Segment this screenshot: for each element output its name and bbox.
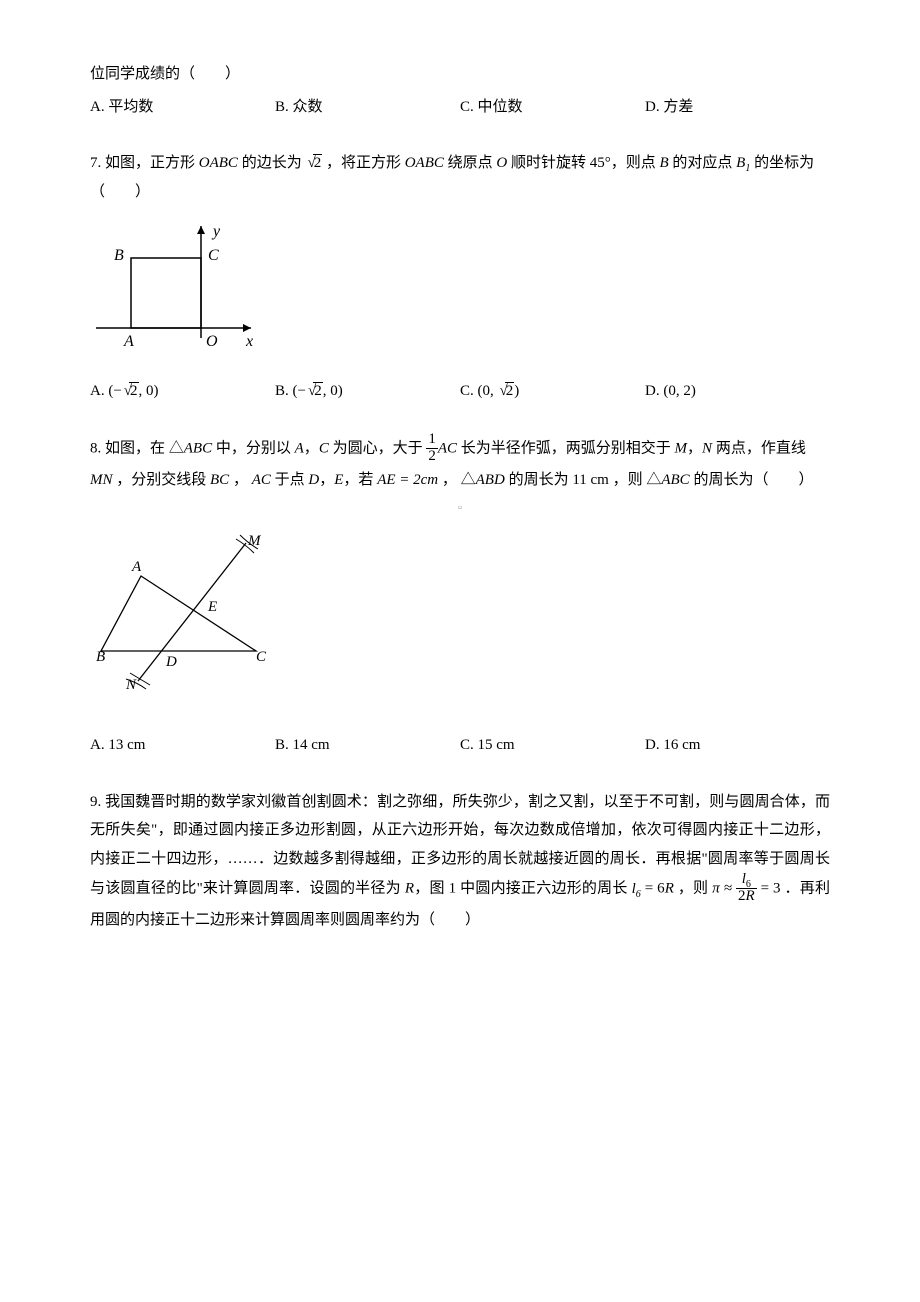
q6-options: A. 平均数 B. 众数 C. 中位数 D. 方差 <box>90 93 830 122</box>
q8-block: 8. 如图，在 △ABC 中，分别以 A，C 为圆心，大于 12AC 长为半径作… <box>90 433 830 760</box>
q7-option-c: C. (0, 2) <box>460 377 645 406</box>
page-center-marker: ▫ <box>90 498 830 519</box>
q8-option-d: D. 16 cm <box>645 731 830 760</box>
fraction: l62R <box>736 872 757 905</box>
q6-block: 位同学成绩的（ ） A. 平均数 B. 众数 C. 中位数 D. 方差 <box>90 60 830 121</box>
fraction: 12 <box>426 432 438 465</box>
q6-option-b: B. 众数 <box>275 93 460 122</box>
q7-option-a: A. (−2, 0) <box>90 377 275 406</box>
q7-option-d: D. (0, 2) <box>645 377 830 406</box>
q8-figure: M A E B D C N <box>96 531 830 702</box>
q8-option-a: A. 13 cm <box>90 731 275 760</box>
pt-m: M <box>247 533 262 549</box>
pt-n: N <box>125 677 137 691</box>
q7-options: A. (−2, 0) B. (−2, 0) C. (0, 2) D. (0, 2… <box>90 377 830 406</box>
q6-option-c: C. 中位数 <box>460 93 645 122</box>
pt-c-label: C <box>208 247 219 264</box>
q8-stem: 8. 如图，在 △ABC 中，分别以 A，C 为圆心，大于 12AC 长为半径作… <box>90 433 830 494</box>
q8-svg: M A E B D C N <box>96 531 286 691</box>
axis-x-label: x <box>245 333 253 350</box>
q6-option-d: D. 方差 <box>645 93 830 122</box>
q7-option-b: B. (−2, 0) <box>275 377 460 406</box>
axis-y-label: y <box>211 223 221 240</box>
q9-stem: 9. 我国魏晋时期的数学家刘徽首创割圆术：割之弥细，所失弥少，割之又割，以至于不… <box>90 788 830 935</box>
sqrt-icon: 2 <box>122 377 139 406</box>
q7-stem: 7. 如图，正方形 OABC 的边长为 2 ，将正方形 OABC 绕原点 O 顺… <box>90 149 830 206</box>
q6-stem-tail: 位同学成绩的（ ） <box>90 60 830 89</box>
pt-a-label: A <box>123 333 134 350</box>
pt-b-label: B <box>114 247 124 264</box>
q7-svg: y x B C A O <box>96 218 261 358</box>
sqrt-icon: 2 <box>305 149 322 178</box>
sqrt-icon: 2 <box>498 377 515 406</box>
pt-d: D <box>165 654 177 670</box>
pt-c: C <box>256 649 267 665</box>
q8-options: A. 13 cm B. 14 cm C. 15 cm D. 16 cm <box>90 731 830 760</box>
q7-figure: y x B C A O <box>96 218 830 369</box>
q9-block: 9. 我国魏晋时期的数学家刘徽首创割圆术：割之弥细，所失弥少，割之又割，以至于不… <box>90 788 830 935</box>
pt-e: E <box>207 599 217 615</box>
q8-option-c: C. 15 cm <box>460 731 645 760</box>
pt-o-label: O <box>206 333 218 350</box>
pt-b: B <box>96 649 105 665</box>
q8-option-b: B. 14 cm <box>275 731 460 760</box>
q6-option-a: A. 平均数 <box>90 93 275 122</box>
sqrt-icon: 2 <box>306 377 323 406</box>
q7-block: 7. 如图，正方形 OABC 的边长为 2 ，将正方形 OABC 绕原点 O 顺… <box>90 149 830 405</box>
pt-a: A <box>131 559 142 575</box>
